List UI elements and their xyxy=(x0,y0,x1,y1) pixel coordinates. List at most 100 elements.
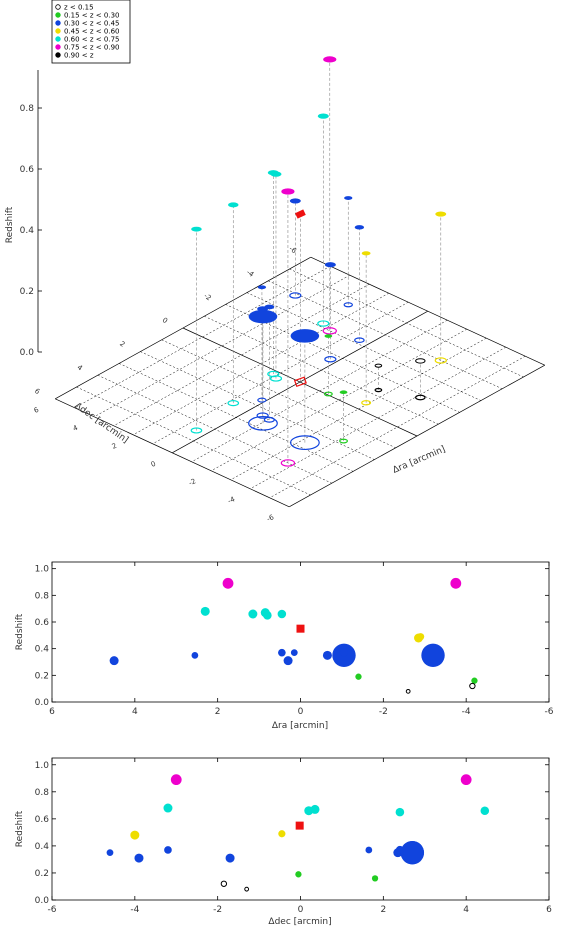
footprint-19 xyxy=(323,391,333,397)
legend-marker-1 xyxy=(55,12,61,18)
y-tick-label: 0.0 xyxy=(35,896,50,906)
footprint-11 xyxy=(343,302,353,308)
x-tick-label: 6 xyxy=(546,905,552,915)
points-dec xyxy=(106,774,490,892)
ra-axis-title-3d: Δra [arcmin] xyxy=(391,445,447,476)
footprint-8 xyxy=(434,357,447,364)
y-tick-label: 0.6 xyxy=(35,618,50,628)
x-tick-label: -2 xyxy=(213,905,222,915)
y-tick-label: 0.6 xyxy=(35,815,50,825)
z-tick-label: 0.2 xyxy=(20,287,34,297)
y-tick-label: 1.0 xyxy=(35,761,50,771)
grid-line-ra xyxy=(269,355,526,499)
x-tick-label: 2 xyxy=(215,707,221,717)
y-tick-label: 0.4 xyxy=(35,645,50,655)
dec-tick-label-3d: -2 xyxy=(202,292,212,303)
grid-line-ra xyxy=(55,256,311,400)
dec-tick-label-3d: 6 xyxy=(33,387,42,396)
point-ra-22 xyxy=(469,682,476,690)
y-tick-label: 0.2 xyxy=(35,671,49,681)
marker-3d-5 xyxy=(228,202,239,208)
grid-line-ra xyxy=(94,274,350,418)
point-dec-6 xyxy=(480,806,490,816)
z-tick-label: 0.0 xyxy=(20,348,35,358)
x-tick-label: 2 xyxy=(380,905,386,915)
grid-line-ra xyxy=(133,292,389,436)
x-tick-label: -6 xyxy=(545,707,554,717)
point-dec-12 xyxy=(164,846,172,854)
point-dec-1 xyxy=(460,774,472,786)
point-dec-0 xyxy=(170,774,182,786)
point-ra-11 xyxy=(191,651,199,659)
dec-tick-label-3d: -4 xyxy=(245,268,256,279)
footprint-12 xyxy=(354,337,365,344)
footprint-7 xyxy=(293,376,307,388)
grid-3d xyxy=(55,256,545,508)
z-axis-title: Redshift xyxy=(5,206,15,243)
ra-tick-label-3d: 6 xyxy=(33,406,41,415)
y-tick-label: 0.4 xyxy=(35,842,50,852)
footprint-0 xyxy=(322,327,337,335)
marker-3d-21 xyxy=(374,363,383,368)
dec-tick-label-3d: 2 xyxy=(118,340,126,349)
dec-tick-label-3d: 4 xyxy=(76,363,85,372)
marker-3d-0 xyxy=(323,56,337,63)
legend-marker-4 xyxy=(55,36,61,42)
point-ra-1 xyxy=(450,577,462,589)
point-ra-18 xyxy=(421,643,445,668)
point-dec-10 xyxy=(134,853,144,863)
marker-3d-13 xyxy=(324,262,336,268)
point-ra-15 xyxy=(322,650,332,660)
z-tick-label: 0.4 xyxy=(20,226,35,236)
legend-label-4: 0.60 < z < 0.75 xyxy=(64,36,119,44)
dec-tick-label-3d: 0 xyxy=(161,316,169,325)
marker-3d-18 xyxy=(290,329,320,343)
point-dec-8 xyxy=(130,830,140,840)
grid-line-ra xyxy=(172,310,428,454)
footprint-16 xyxy=(248,415,278,431)
legend-marker-5 xyxy=(55,44,61,50)
x-tick-label: 0 xyxy=(298,707,304,717)
point-ra-5 xyxy=(263,611,272,620)
legend-box xyxy=(51,0,131,64)
y-tick-label: 0.0 xyxy=(35,698,50,708)
point-ra-21 xyxy=(405,688,411,694)
x-tick-label: 6 xyxy=(49,707,55,717)
point-ra-2 xyxy=(200,606,210,616)
ra-tick-label-3d: 0 xyxy=(150,460,157,469)
point-ra-6 xyxy=(277,609,287,619)
x-tick-label: 4 xyxy=(463,905,469,915)
marker-3d-10 xyxy=(289,198,301,204)
marker-3d-8 xyxy=(435,211,447,217)
z-tick-label: 0.6 xyxy=(20,165,35,175)
legend-marker-3 xyxy=(55,28,61,34)
point-dec-5 xyxy=(395,807,405,817)
legend-label-0: z < 0.15 xyxy=(64,4,94,12)
ra-tick-label-3d: -6 xyxy=(266,513,276,523)
z-ticks: 0.0 0.2 0.4 0.6 0.8 xyxy=(20,104,42,358)
footprint-10 xyxy=(289,292,302,299)
ra-tick-label-3d: 2 xyxy=(111,442,118,451)
point-ra-7 xyxy=(296,624,305,633)
marker-3d-9 xyxy=(361,251,371,256)
point-dec-7 xyxy=(295,821,304,830)
point-dec-14 xyxy=(365,846,373,854)
chart-dec: -6 -4 -2 0 2 4 6 0.0 0.2 0.4 0.6 0.8 1.0 Redshift Δd… xyxy=(15,757,552,927)
legend-label-1: 0.15 < z < 0.30 xyxy=(64,12,119,20)
point-dec-4 xyxy=(310,804,320,814)
legend-label-5: 0.75 < z < 0.90 xyxy=(64,44,119,52)
points-ra xyxy=(109,577,478,694)
grid-line-ra xyxy=(113,283,370,427)
footprint-14 xyxy=(257,397,267,403)
ra-tick-label-3d: -4 xyxy=(227,495,237,505)
marker-3d-22 xyxy=(415,358,426,364)
ylabel-ra: Redshift xyxy=(15,613,25,650)
point-dec-22 xyxy=(220,880,228,887)
legend-label-2: 0.30 < z < 0.45 xyxy=(64,20,119,28)
legend-label-3: 0.45 < z < 0.60 xyxy=(64,28,119,36)
legend: z < 0.150.15 < z < 0.300.30 < z < 0.450.… xyxy=(51,0,131,64)
footprint-21 xyxy=(374,387,383,393)
ticks-ra: 6 4 2 0 -2 -4 -6 0.0 0.2 0.4 0.6 0.8 1.0 xyxy=(35,562,554,717)
y-tick-label: 0.2 xyxy=(35,869,49,879)
x-tick-label: -6 xyxy=(48,905,57,915)
